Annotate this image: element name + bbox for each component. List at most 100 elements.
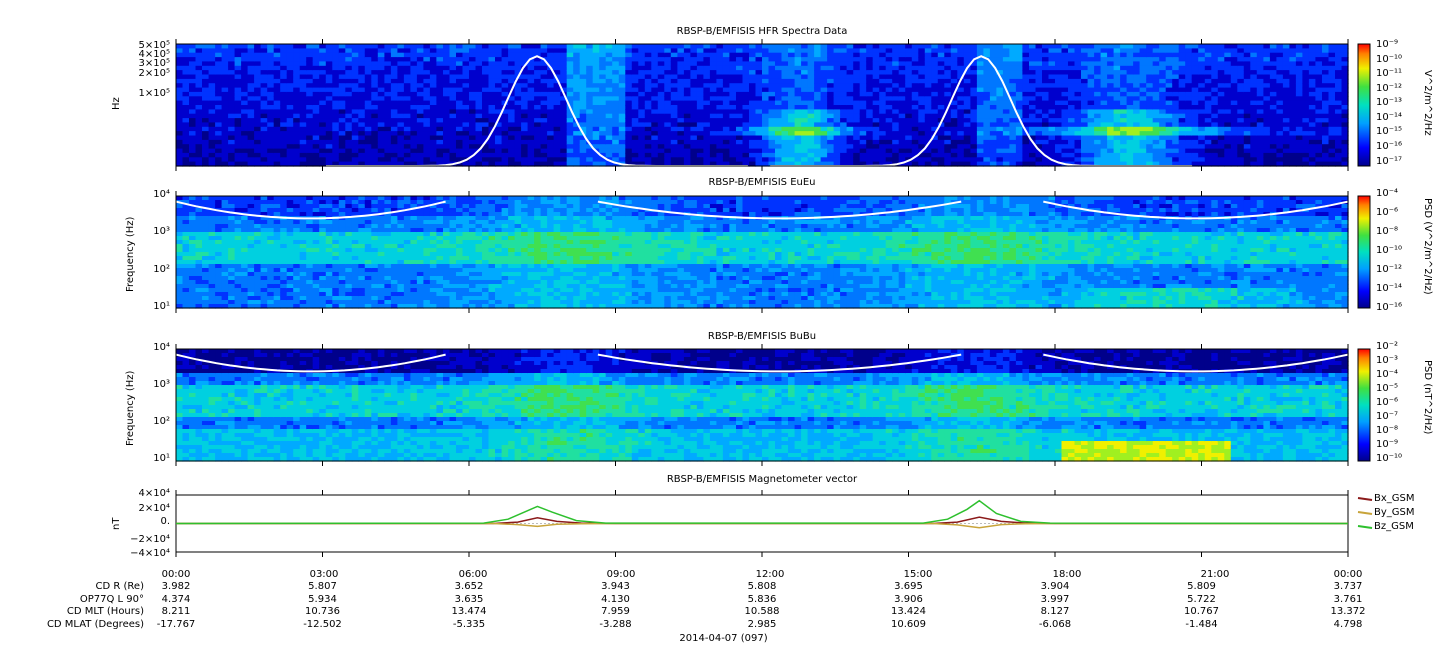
spectrogram-cell <box>1061 57 1069 63</box>
spectrogram-cell <box>859 78 867 84</box>
spectrogram-cell <box>1087 83 1095 89</box>
spectrogram-cell <box>228 118 236 124</box>
spectrogram-cell <box>1139 126 1147 132</box>
spectrogram-cell <box>319 57 327 63</box>
spectrogram-cell <box>996 52 1004 58</box>
spectrogram-cell <box>1191 100 1199 106</box>
spectrogram-cell <box>384 157 392 163</box>
spectrogram-cell <box>566 57 574 63</box>
spectrogram-cell <box>462 48 470 54</box>
spectrogram-cell <box>801 70 809 76</box>
spectrogram-cell <box>176 118 184 124</box>
spectrogram-cell <box>1133 70 1141 76</box>
spectrogram-cell <box>937 100 945 106</box>
spectrogram-cell <box>885 139 893 145</box>
spectrogram-cell <box>781 61 789 67</box>
spectrogram-cell <box>1042 109 1050 115</box>
spectrogram-cell <box>768 57 776 63</box>
spectrogram-cell <box>1211 61 1219 67</box>
spectrogram-cell <box>469 131 477 137</box>
spectrogram-cell <box>403 65 411 71</box>
spectrogram-cell <box>234 135 242 141</box>
spectrogram-cell <box>716 44 724 49</box>
spectrogram-cell <box>892 52 900 58</box>
spectrogram-cell <box>586 57 594 63</box>
spectrogram-cell <box>443 83 451 89</box>
spectrogram-cell <box>768 113 776 119</box>
spectrogram-cell <box>267 91 275 97</box>
spectrogram-cell <box>573 48 581 54</box>
spectrogram-cell <box>690 118 698 124</box>
spectrogram-cell <box>1126 148 1134 154</box>
spectrogram-cell <box>716 70 724 76</box>
spectrogram-cell <box>579 139 587 145</box>
spectrogram-cell <box>273 113 281 119</box>
spectrogram-cell <box>924 57 932 63</box>
spectrogram-cell <box>254 83 262 89</box>
spectrogram-cell <box>1276 78 1284 84</box>
spectrogram-cell <box>1282 57 1290 63</box>
spectrogram-cell <box>234 109 242 115</box>
spectrogram-cell <box>351 157 359 163</box>
spectrogram-cell <box>1002 135 1010 141</box>
spectrogram-cell <box>931 91 939 97</box>
spectrogram-cell <box>345 74 353 80</box>
spectrogram-cell <box>202 122 210 128</box>
spectrogram-cell <box>905 83 913 89</box>
spectrogram-cell <box>1015 105 1023 110</box>
spectrogram-cell <box>1146 48 1154 54</box>
spectrogram-cell <box>976 57 984 63</box>
spectrogram-cell <box>547 109 555 115</box>
spectrogram-cell <box>859 139 867 145</box>
spectrogram-cell <box>228 113 236 119</box>
spectrogram-cell <box>970 70 978 76</box>
spectrogram-cell <box>703 96 711 102</box>
spectrogram-cell <box>1094 157 1102 163</box>
spectrogram-cell <box>853 122 861 128</box>
spectrogram-cell <box>1282 74 1290 80</box>
spectrogram-cell <box>488 48 496 54</box>
spectrogram-cell <box>1042 61 1050 67</box>
spectrogram-cell <box>1048 65 1056 71</box>
spectrogram-cell <box>469 109 477 115</box>
spectrogram-cell <box>1139 161 1147 167</box>
spectrogram-cell <box>742 48 750 54</box>
spectrogram-cell <box>1009 61 1017 67</box>
spectrogram-cell <box>293 139 301 145</box>
spectrogram-cell <box>657 144 665 150</box>
spectrogram-cell <box>1211 118 1219 124</box>
spectrogram-cell <box>1178 105 1186 110</box>
spectrogram-cell <box>254 87 262 93</box>
spectrogram-cell <box>436 48 444 54</box>
spectrogram-cell <box>1178 131 1186 137</box>
spectrogram-cell <box>514 139 522 145</box>
spectrogram-cell <box>1133 52 1141 58</box>
spectrogram-cell <box>267 57 275 63</box>
spectrogram-cell <box>1328 113 1336 119</box>
spectrogram-cell <box>1198 65 1206 71</box>
spectrogram-cell <box>1165 74 1173 80</box>
spectrogram-cell <box>762 78 770 84</box>
spectrogram-cell <box>482 61 490 67</box>
spectrogram-cell <box>456 144 464 150</box>
spectrogram-cell <box>742 91 750 97</box>
spectrogram-cell <box>736 91 744 97</box>
spectrogram-cell <box>950 87 958 93</box>
spectrogram-cell <box>221 105 229 110</box>
spectrogram-cell <box>547 126 555 132</box>
spectrogram-cell <box>1055 96 1063 102</box>
spectrogram-cell <box>202 131 210 137</box>
spectrogram-cell <box>631 113 639 119</box>
spectrogram-cell <box>1178 126 1186 132</box>
spectrogram-cell <box>1250 44 1258 49</box>
spectrogram-cell <box>221 113 229 119</box>
spectrogram-cell <box>176 87 184 93</box>
spectrogram-cell <box>696 109 704 115</box>
spectrogram-cell <box>1068 131 1076 137</box>
spectrogram-cell <box>371 91 379 97</box>
spectrogram-cell <box>189 135 197 141</box>
spectrogram-cell <box>351 148 359 154</box>
spectrogram-cell <box>1224 48 1232 54</box>
spectrogram-cell <box>1198 122 1206 128</box>
spectrogram-cell <box>716 148 724 154</box>
